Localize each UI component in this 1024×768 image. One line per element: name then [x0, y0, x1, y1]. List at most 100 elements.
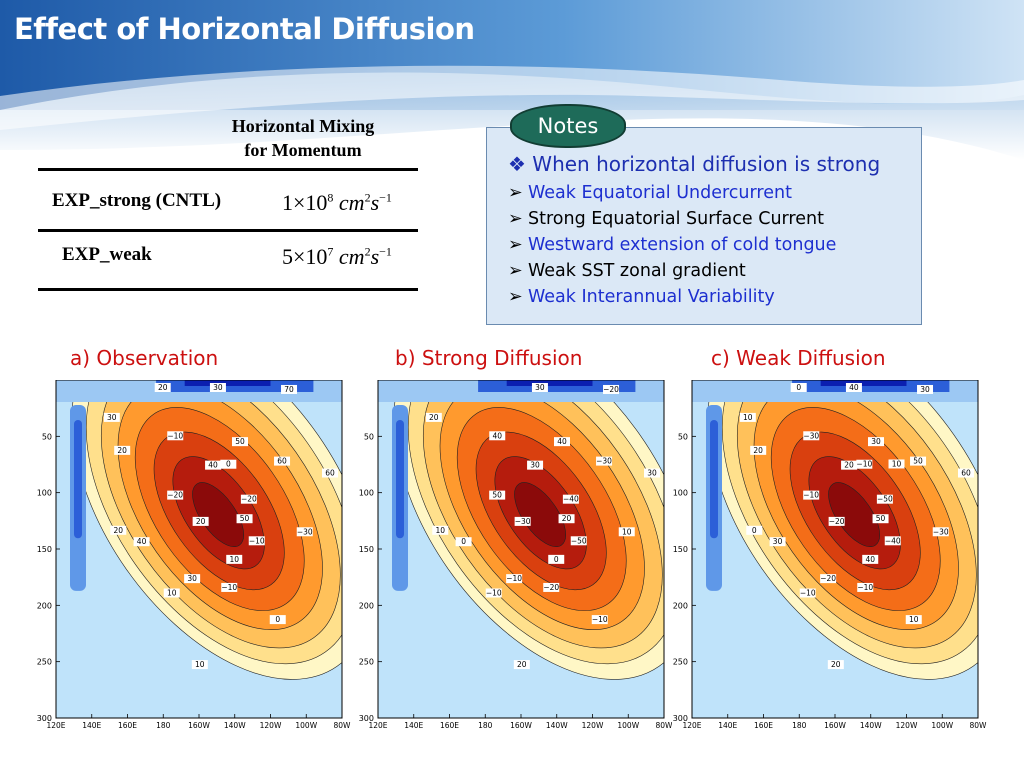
contour-label-bg — [226, 554, 243, 564]
contour-label-bg — [857, 582, 874, 592]
contour-label: 0 — [275, 615, 280, 624]
x-tick-label: 160W — [824, 721, 846, 730]
x-tick-label: 100W — [931, 721, 953, 730]
y-tick-label: 50 — [42, 432, 52, 441]
plot-margin — [672, 718, 990, 732]
contour-label-bg — [513, 660, 530, 670]
x-tick-label: 120W — [260, 721, 282, 730]
note-item: ➢ Weak SST zonal gradient — [508, 261, 746, 281]
contour-label: 20 — [429, 413, 439, 422]
contour-label-bg — [958, 468, 974, 478]
contour-label: 10 — [892, 459, 902, 468]
contour-label-bg — [868, 437, 885, 447]
contour-label-bg — [236, 514, 253, 524]
unit1: cm — [338, 190, 365, 215]
contour-label: −50 — [571, 536, 587, 545]
note-item: ➢ Weak Interannual Variability — [508, 287, 775, 307]
x-tick-label: 140W — [224, 721, 246, 730]
contour-label-bg — [232, 437, 249, 447]
note-text: Westward extension of cold tongue — [528, 235, 837, 255]
x-tick-label: 160W — [188, 721, 210, 730]
y-tick-label: 250 — [673, 658, 688, 667]
note-item: ➢ Weak Equatorial Undercurrent — [508, 183, 792, 203]
y-tick-label: 50 — [364, 432, 374, 441]
table-rule — [38, 168, 418, 171]
contour-label-bg — [876, 494, 893, 504]
y-tick-label: 300 — [673, 714, 688, 723]
x-tick-label: 180 — [478, 721, 493, 730]
y-tick-label: 200 — [37, 601, 52, 610]
x-tick-label: 140W — [546, 721, 568, 730]
contour-label: 40 — [865, 555, 875, 564]
contour-label: 50 — [240, 514, 250, 523]
plot-margin — [358, 380, 378, 732]
row-label-weak: EXP_weak — [62, 244, 152, 265]
table-rule — [38, 288, 418, 291]
contour-label-bg — [322, 468, 338, 478]
contour-label: −10 — [249, 536, 265, 545]
contour-label: −10 — [856, 460, 872, 469]
contour-label: −30 — [596, 457, 612, 466]
diamond-bullet-icon: ❖ — [508, 152, 526, 176]
contour-label-bg — [221, 582, 238, 592]
contour-label-bg — [167, 490, 184, 500]
mixing-table: Horizontal Mixing for Momentum EXP_stron… — [38, 112, 418, 302]
contour-label-bg — [184, 574, 201, 584]
contour-label: 40 — [849, 383, 859, 392]
contour-label-bg — [884, 536, 901, 546]
contour-label-bg — [562, 494, 579, 504]
contour-label-bg — [296, 527, 313, 537]
caption-weak-diffusion: c) Weak Diffusion — [711, 346, 886, 370]
table-header-line1: Horizontal Mixing — [231, 116, 375, 136]
y-tick-label: 50 — [678, 432, 688, 441]
x-tick-label: 140E — [404, 721, 423, 730]
contour-label: −10 — [486, 588, 502, 597]
unit2-power: −1 — [379, 190, 392, 205]
note-text: Weak Equatorial Undercurrent — [528, 183, 792, 203]
x-tick-label: 160E — [440, 721, 459, 730]
contour-label: 30 — [773, 537, 783, 546]
note-item: ➢ Westward extension of cold tongue — [508, 235, 836, 255]
contour-label-bg — [799, 588, 816, 598]
note-text: Strong Equatorial Surface Current — [528, 209, 824, 229]
note-text: Weak SST zonal gradient — [528, 261, 746, 281]
coef: 5 — [282, 244, 293, 269]
arrow-bullet-icon: ➢ — [508, 261, 523, 281]
y-tick-label: 250 — [359, 658, 374, 667]
y-tick-label: 250 — [37, 658, 52, 667]
contour-label: 20 — [158, 383, 168, 392]
contour-label-bg — [269, 615, 286, 625]
contour-label: 0 — [226, 460, 231, 469]
y-tick-label: 200 — [359, 601, 374, 610]
contour-label: −30 — [515, 517, 531, 526]
plot-margin — [36, 380, 56, 732]
plot-margin — [358, 718, 676, 732]
plot-margin — [342, 380, 354, 732]
contour-label: 50 — [876, 514, 886, 523]
contour-label-bg — [618, 527, 635, 537]
contour-label: −10 — [167, 431, 183, 440]
contour-label-bg — [209, 383, 226, 392]
contour-label: 50 — [492, 491, 502, 500]
contour-label-bg — [932, 527, 949, 537]
caption-strong-diffusion: b) Strong Diffusion — [395, 346, 583, 370]
contour-label: 0 — [461, 537, 466, 546]
contour-label: 10 — [622, 527, 632, 536]
contour-label: −20 — [829, 517, 845, 526]
contour-label-bg — [750, 445, 767, 455]
contour-label: 0 — [796, 383, 801, 392]
contour-label-bg — [103, 412, 120, 422]
coef: 1 — [282, 190, 293, 215]
contour-label: 40 — [208, 461, 218, 470]
contour-label-bg — [506, 574, 523, 584]
contour-label: −10 — [592, 615, 608, 624]
contour-label: −30 — [297, 527, 313, 536]
x-tick-label: 180 — [156, 721, 171, 730]
row-label-strong: EXP_strong (CNTL) — [52, 190, 222, 211]
base: 10 — [305, 190, 328, 215]
x-tick-label: 120W — [582, 721, 604, 730]
contour-label-bg — [167, 431, 184, 441]
contour-label-bg — [803, 490, 820, 500]
contour-label-bg — [514, 516, 531, 526]
x-tick-label: 80W — [656, 721, 674, 730]
